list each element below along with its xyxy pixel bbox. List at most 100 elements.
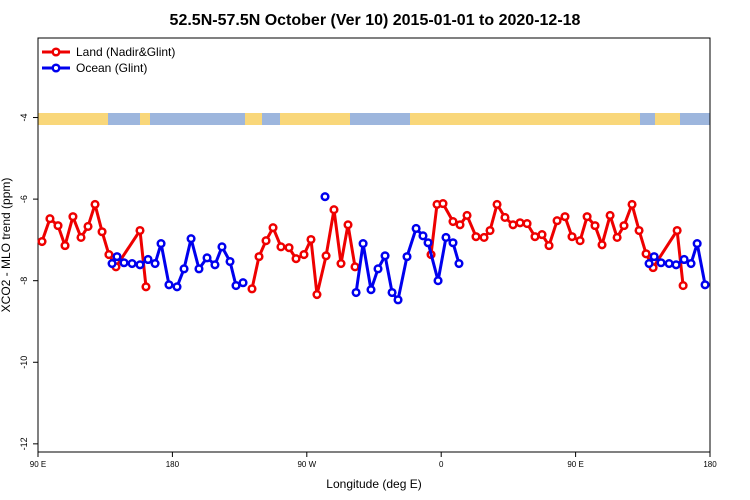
data-point (351, 287, 361, 298)
data-point (350, 262, 360, 272)
data-point (284, 243, 294, 253)
data-point (329, 205, 339, 215)
ocean-strip (640, 113, 655, 125)
data-point (194, 264, 204, 274)
data-point (104, 250, 114, 260)
chart-title: 52.5N-57.5N October (Ver 10) 2015-01-01 … (170, 12, 581, 29)
data-point (508, 220, 518, 230)
legend-marker (51, 47, 61, 57)
data-point (179, 264, 189, 274)
x-tick-label: 180 (166, 460, 180, 469)
data-point (448, 216, 458, 227)
data-point (656, 258, 666, 268)
data-point (97, 227, 107, 237)
data-point (462, 210, 472, 220)
data-point (438, 199, 448, 209)
data-point (387, 287, 397, 298)
data-point (373, 264, 383, 274)
data-point (107, 259, 117, 269)
data-point (306, 234, 316, 245)
plot-frame (37, 37, 711, 453)
ocean-strip (108, 113, 140, 125)
data-point (402, 252, 412, 262)
data-point (172, 282, 182, 292)
x-tick-label: 180 (703, 460, 717, 469)
data-point (537, 230, 547, 240)
data-point (393, 295, 403, 305)
data-point (500, 212, 510, 223)
data-point (312, 290, 322, 300)
data-point (597, 240, 607, 250)
data-point (433, 276, 443, 286)
data-point (560, 212, 570, 222)
data-point (471, 232, 481, 242)
data-point (83, 221, 93, 231)
data-point (37, 236, 47, 247)
data-point (217, 242, 227, 252)
data-point (686, 259, 696, 269)
data-point (479, 232, 489, 243)
map-strip (38, 113, 710, 125)
legend-label: Land (Nadir&Glint) (76, 45, 175, 59)
data-point (225, 256, 235, 267)
ocean-strip (350, 113, 410, 125)
data-point (380, 251, 390, 261)
data-point (530, 232, 540, 242)
data-point (366, 285, 376, 295)
data-point (492, 199, 502, 209)
data-point (605, 210, 615, 220)
data-point (634, 225, 644, 236)
x-tick-label: 0 (439, 460, 444, 469)
data-point (90, 199, 100, 209)
data-point (202, 253, 212, 263)
y-tick-label: -6 (19, 195, 29, 203)
data-point (692, 239, 702, 249)
data-point (320, 192, 330, 202)
legend-label: Ocean (Glint) (76, 61, 147, 75)
data-point (454, 259, 464, 269)
data-point (299, 250, 309, 260)
data-point (119, 258, 129, 268)
data-point (649, 252, 659, 262)
data-point (127, 259, 137, 269)
data-point (582, 212, 592, 222)
data-point (150, 259, 160, 269)
data-point (418, 231, 428, 241)
data-point (60, 241, 70, 251)
ocean-strip (262, 113, 280, 125)
data-point (343, 220, 353, 230)
data-point (358, 239, 368, 249)
data-point (156, 239, 166, 249)
data-point (135, 225, 145, 236)
data-point (627, 199, 637, 209)
data-point (575, 236, 585, 246)
data-point (672, 225, 682, 236)
data-point (186, 234, 196, 244)
data-point (612, 232, 622, 243)
data-point (700, 280, 710, 290)
data-point (567, 232, 577, 242)
data-point (515, 218, 525, 228)
data-point (552, 216, 562, 226)
data-point (238, 278, 248, 288)
data-point (522, 219, 532, 229)
data-point (231, 281, 241, 291)
y-tick-label: -4 (19, 114, 29, 122)
data-point (321, 251, 331, 261)
data-point (112, 252, 122, 262)
data-point (135, 260, 145, 270)
data-point (141, 282, 151, 292)
data-point (68, 212, 78, 222)
data-point (678, 281, 688, 291)
data-point (644, 259, 654, 269)
ocean-strip (150, 113, 245, 125)
data-point (210, 260, 220, 270)
data-point (164, 280, 174, 290)
data-point (423, 238, 433, 248)
y-tick-label: -8 (19, 277, 29, 285)
x-axis-label: Longitude (deg E) (326, 477, 421, 491)
data-point (671, 260, 681, 270)
y-tick-label: -10 (19, 356, 29, 369)
legend-marker (51, 63, 61, 73)
